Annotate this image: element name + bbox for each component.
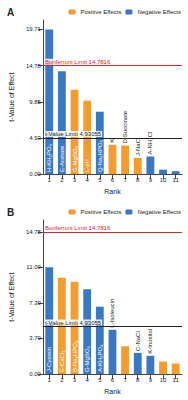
svg-text:7: 7 — [123, 377, 127, 383]
svg-text:3: 3 — [73, 177, 77, 183]
svg-text:Positive Effects: Positive Effects — [81, 9, 122, 15]
svg-text:Positive Effects: Positive Effects — [81, 209, 122, 215]
svg-text:3: 3 — [73, 377, 77, 383]
svg-text:J-NaCl: J-NaCl — [135, 138, 141, 156]
svg-text:t-Value of Effect: t-Value of Effect — [8, 272, 15, 321]
svg-text:Q-Na₂HPO₄: Q-Na₂HPO₄ — [97, 139, 103, 172]
svg-text:G-MgSO₄: G-MgSO₄ — [84, 345, 90, 372]
svg-text:L-Isoleucin: L-Isoleucin — [109, 299, 115, 328]
svg-text:B: B — [7, 207, 14, 218]
svg-text:C-NaCl: C-NaCl — [135, 331, 141, 351]
svg-text:4: 4 — [85, 377, 89, 383]
svg-text:3.70: 3.70 — [29, 335, 41, 341]
svg-text:D-Succinate: D-Succinate — [122, 110, 129, 144]
svg-text:B-Na₂HPO₄: B-Na₂HPO₄ — [72, 340, 78, 372]
svg-text:H-KH₂PO₄: H-KH₂PO₄ — [46, 143, 52, 172]
svg-text:2: 2 — [60, 377, 64, 383]
svg-text:0.00: 0.00 — [29, 371, 41, 377]
svg-text:E-CaCl₂: E-CaCl₂ — [59, 350, 65, 372]
svg-text:K-Inositol: K-Inositol — [147, 329, 153, 354]
svg-text:9: 9 — [149, 377, 153, 383]
svg-text:9.85: 9.85 — [29, 99, 41, 105]
svg-text:t-Value Limit 4.93055: t-Value Limit 4.93055 — [45, 320, 102, 326]
svg-text:Negative Effects: Negative Effects — [137, 9, 181, 15]
svg-text:A: A — [7, 7, 14, 18]
svg-text:1: 1 — [48, 177, 52, 183]
svg-text:7: 7 — [123, 177, 127, 183]
svg-text:L-pH: L-pH — [84, 159, 90, 172]
svg-text:6: 6 — [111, 177, 115, 183]
svg-text:7.39: 7.39 — [29, 300, 41, 306]
svg-text:10: 10 — [160, 177, 167, 183]
svg-text:11: 11 — [173, 377, 180, 383]
svg-text:8: 8 — [136, 177, 140, 183]
svg-text:5: 5 — [98, 177, 102, 183]
svg-text:19.71: 19.71 — [26, 26, 42, 32]
svg-text:A-KH₂PO₄: A-KH₂PO₄ — [97, 344, 103, 372]
svg-text:5: 5 — [98, 377, 102, 383]
svg-text:t-Value of Effect: t-Value of Effect — [8, 72, 15, 121]
svg-text:14.78: 14.78 — [26, 229, 42, 235]
svg-text:4.93: 4.93 — [29, 135, 41, 141]
svg-text:11: 11 — [173, 177, 180, 183]
svg-text:10: 10 — [160, 377, 167, 383]
svg-text:11.09: 11.09 — [26, 264, 41, 270]
svg-text:Bonferroni Limit 14.7816: Bonferroni Limit 14.7816 — [45, 59, 111, 65]
svg-text:G-MgSO₄: G-MgSO₄ — [72, 145, 78, 172]
svg-text:A-NH₄Cl: A-NH₄Cl — [147, 132, 153, 155]
svg-text:Negative Effects: Negative Effects — [137, 209, 181, 215]
svg-text:0.00: 0.00 — [29, 171, 41, 177]
svg-text:9: 9 — [149, 177, 153, 183]
svg-text:Rank: Rank — [104, 188, 121, 195]
svg-text:8: 8 — [136, 377, 140, 383]
svg-text:6: 6 — [111, 377, 115, 383]
svg-text:2: 2 — [60, 177, 64, 183]
svg-text:J-Cystein: J-Cystein — [46, 347, 52, 372]
svg-text:4: 4 — [85, 177, 89, 183]
svg-text:t-Value Limit 4.93055: t-Value Limit 4.93055 — [45, 131, 102, 137]
svg-text:Bonferroni Limit 14.7816: Bonferroni Limit 14.7816 — [45, 225, 111, 231]
svg-text:14.78: 14.78 — [26, 63, 42, 69]
svg-text:K: K — [109, 139, 115, 143]
svg-text:E-Acetate: E-Acetate — [59, 145, 65, 172]
svg-text:1: 1 — [48, 377, 52, 383]
svg-text:Rank: Rank — [104, 388, 121, 395]
